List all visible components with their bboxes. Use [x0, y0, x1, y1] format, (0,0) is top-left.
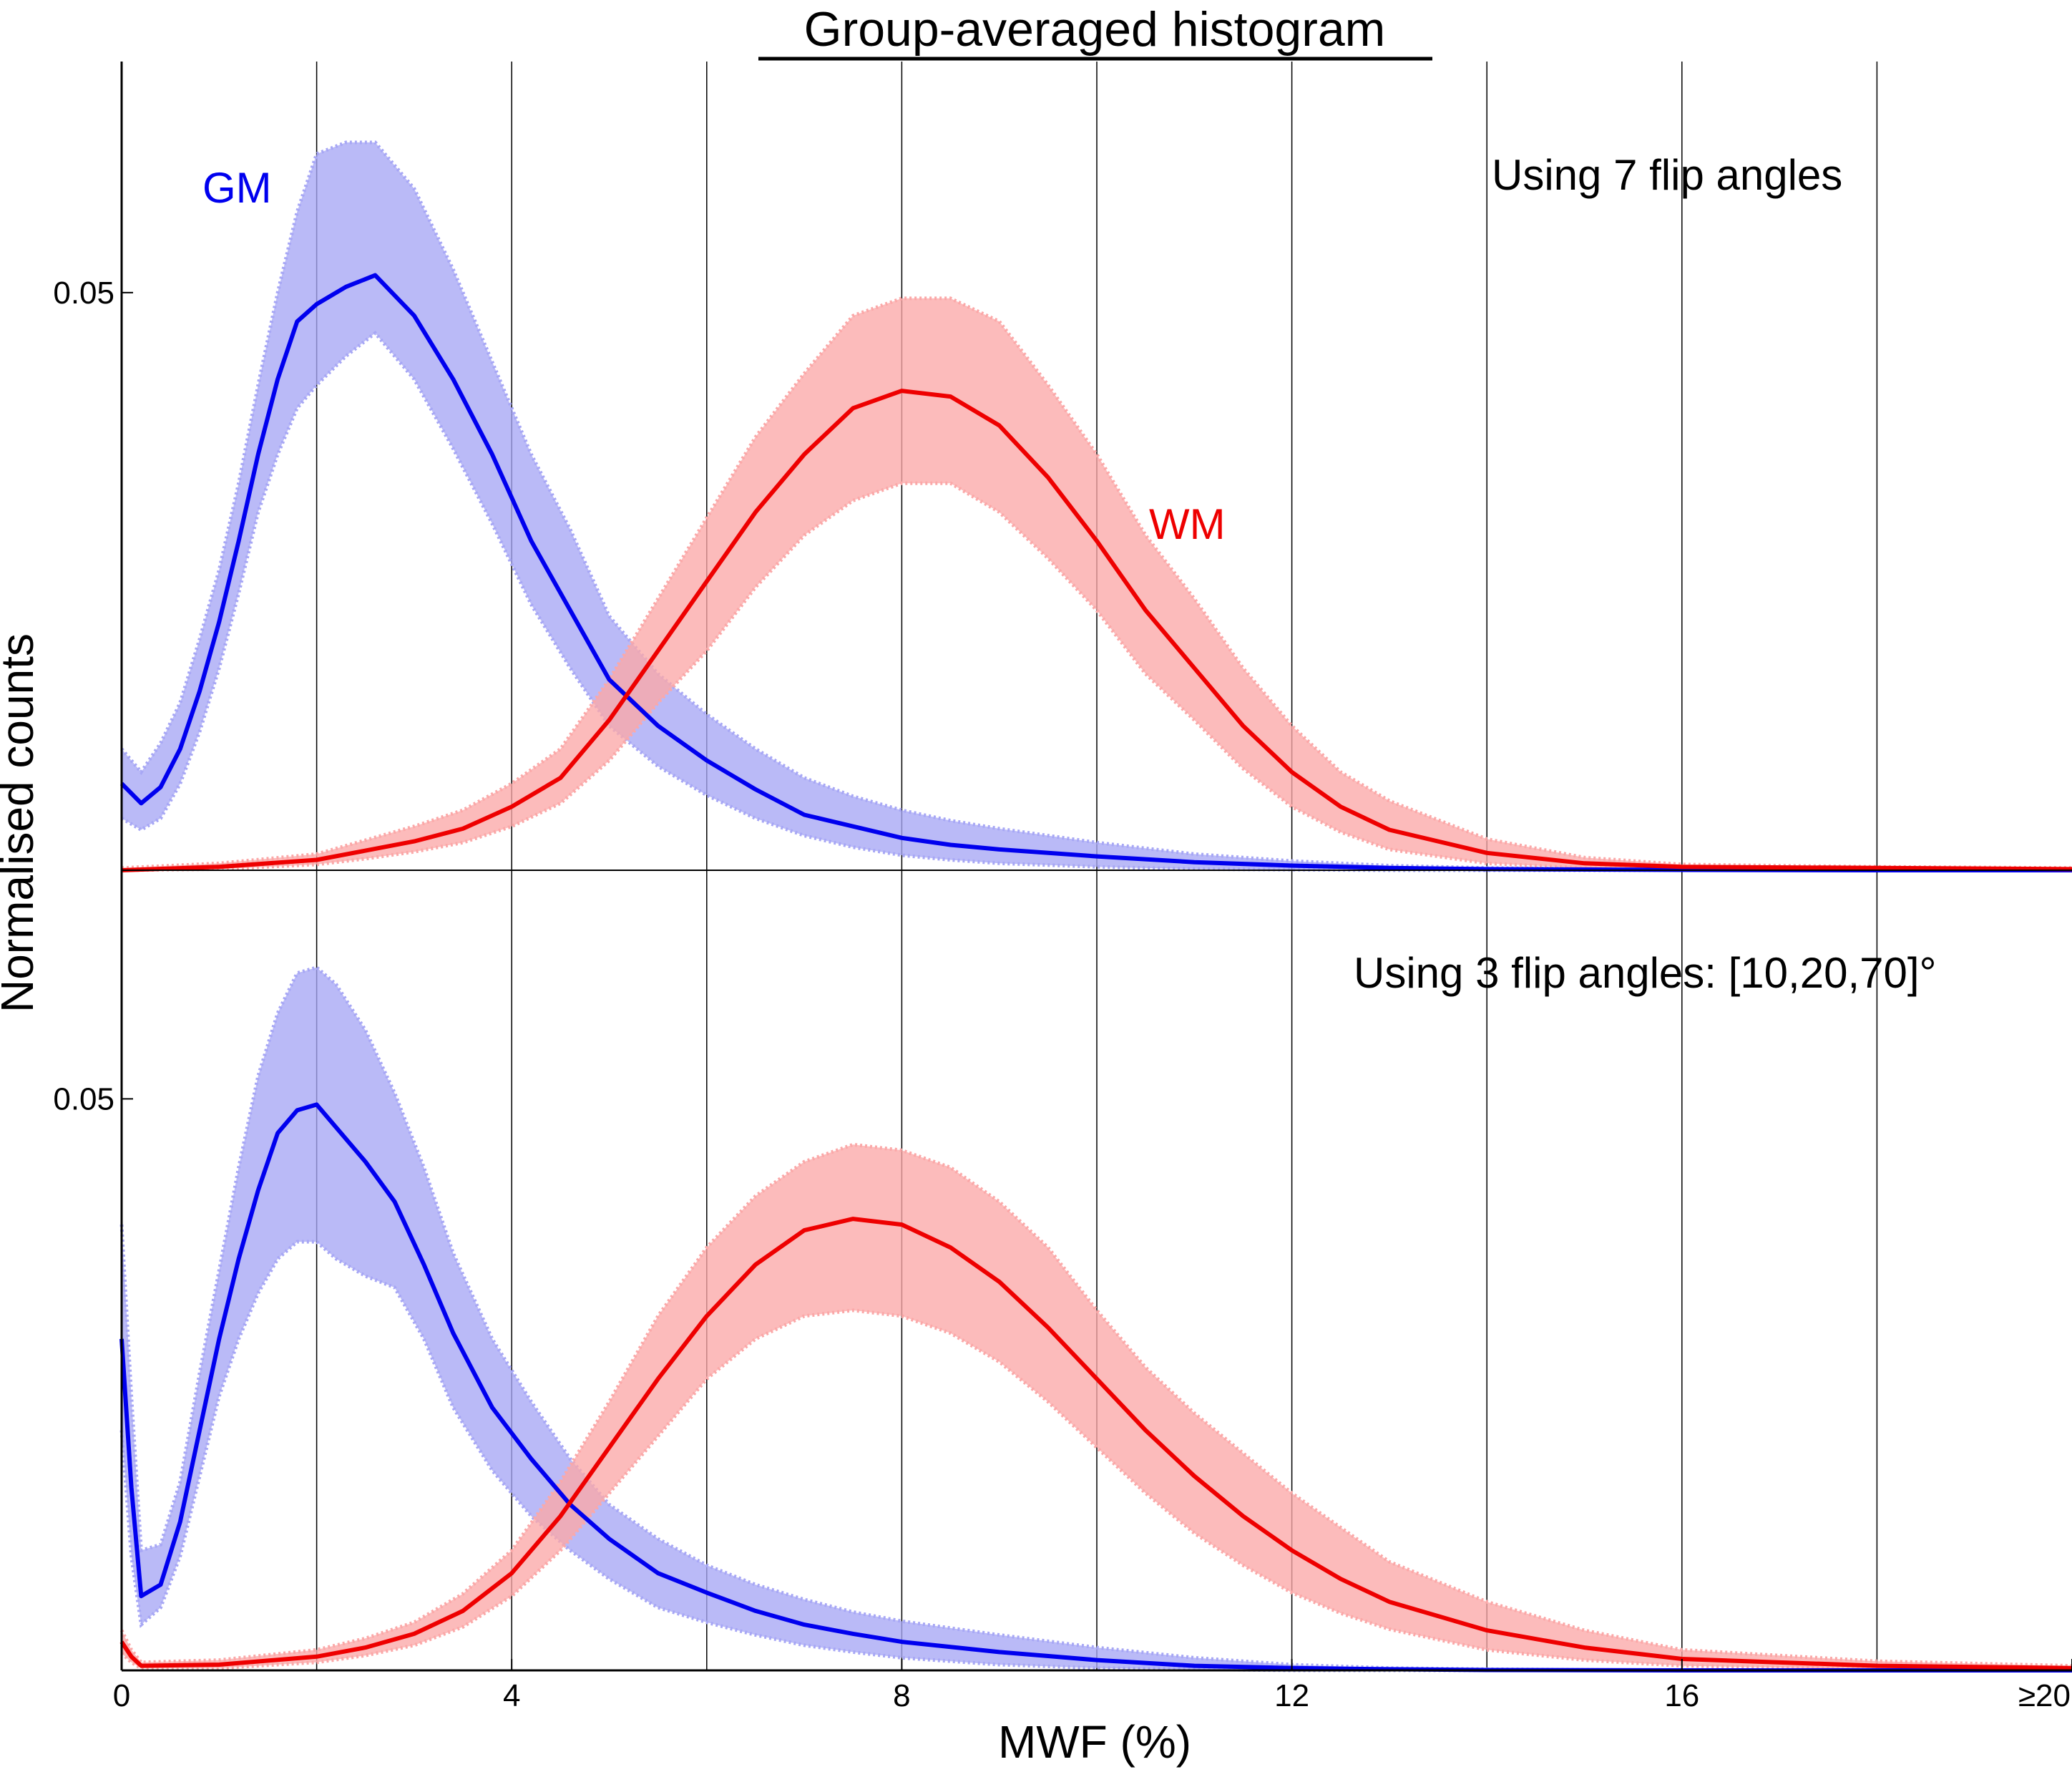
x-axis-label: MWF (%)	[998, 1716, 1191, 1768]
y-tick-label: 0.05	[53, 1081, 114, 1116]
x-tick-label: ≥20	[2018, 1678, 2071, 1713]
wm-mean-line-panel-1	[119, 1217, 2072, 1670]
gm-mean-line-panel-1	[119, 1102, 2072, 1673]
panel-3-annotation: Using 3 flip angles: [10,20,70]°	[1354, 949, 1937, 997]
wm-mean-line-panel-0	[121, 389, 2072, 872]
x-tick-label: 4	[503, 1678, 520, 1713]
wm-upper-edge-panel-0	[121, 296, 2072, 870]
chart-title: Group-averaged histogram	[804, 2, 1386, 57]
wm-band-panel-0	[122, 298, 2072, 870]
gm-series-label: GM	[202, 164, 272, 212]
x-tick-label: 12	[1274, 1678, 1309, 1713]
gm-band-panel-1	[122, 967, 2072, 1670]
panel-3-flip-angles	[119, 965, 2072, 1673]
panel-7-flip-angles	[119, 140, 2072, 872]
axes-layer: 0.05 0.05 0 4 8 12 16 ≥20	[53, 62, 2072, 1713]
gm-upper-edge-panel-0	[120, 140, 2072, 872]
wm-upper-edge-panel-1	[119, 1142, 2072, 1668]
x-tick-label: 16	[1664, 1678, 1699, 1713]
panel-7-annotation: Using 7 flip angles	[1492, 151, 1842, 199]
gm-mean-line-panel-0	[119, 273, 2072, 872]
wm-band-panel-1	[122, 1144, 2072, 1670]
x-tick-label: 8	[893, 1678, 910, 1713]
wm-lower-edge-panel-0	[121, 481, 2072, 872]
x-tick-label: 0	[113, 1678, 130, 1713]
y-axis-label: Normalised counts	[0, 633, 43, 1013]
gm-lower-edge-panel-1	[119, 1240, 2072, 1673]
wm-series-label: WM	[1149, 500, 1226, 548]
y-tick-label: 0.05	[53, 276, 114, 311]
wm-lower-edge-panel-1	[120, 1308, 2072, 1673]
